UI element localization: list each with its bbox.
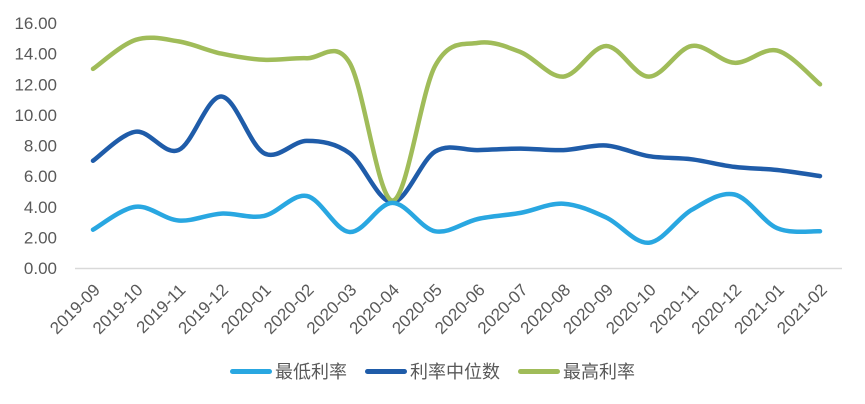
y-axis-tick-label: 14.00 <box>14 45 57 64</box>
y-axis-tick-label: 4.00 <box>24 198 57 217</box>
y-axis-tick-label: 10.00 <box>14 106 57 125</box>
legend-label-median-rate: 利率中位数 <box>410 362 500 382</box>
legend-item-min-rate: 最低利率 <box>230 358 347 384</box>
legend-line-median-rate-swatch <box>365 368 407 374</box>
legend-label-max-rate: 最高利率 <box>563 362 635 382</box>
line-median-rate <box>90 94 823 205</box>
plot-area: 0.00 2.00 4.00 6.00 8.00 10.00 12.00 14.00 16.00… <box>14 14 842 338</box>
y-axis-tick-label: 8.00 <box>24 137 57 156</box>
legend-label-min-rate: 最低利率 <box>275 362 347 382</box>
y-axis-tick-label: 12.00 <box>14 75 57 94</box>
legend-line-max-rate-swatch <box>518 368 560 374</box>
legend-item-median-rate: 利率中位数 <box>365 358 500 384</box>
y-axis-tick-label: 16.00 <box>14 14 57 33</box>
line-min-rate <box>90 191 823 245</box>
y-axis-tick-label: 2.00 <box>24 228 57 247</box>
legend-line-min-rate-swatch <box>230 368 272 374</box>
y-axis-tick-label: 0.00 <box>24 259 57 278</box>
y-axis-tick-label: 6.00 <box>24 167 57 186</box>
chart-legend: 最低利率 利率中位数 最高利率 <box>0 358 865 384</box>
line-max-rate <box>90 35 823 203</box>
legend-item-max-rate: 最高利率 <box>518 358 635 384</box>
